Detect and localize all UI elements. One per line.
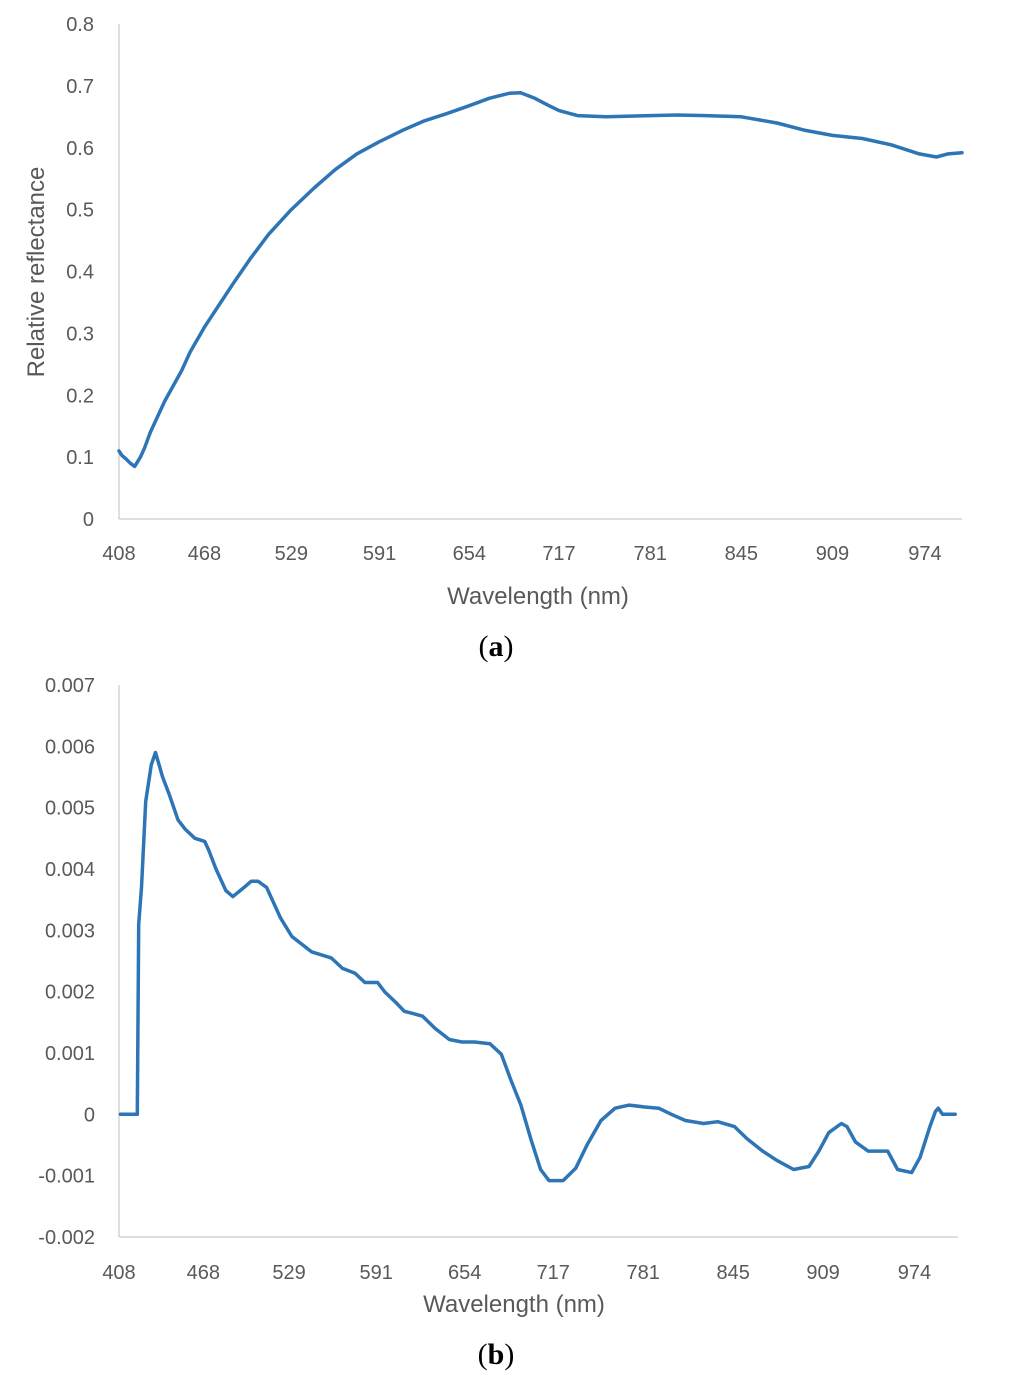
chart-b-xtick-label: 781 bbox=[627, 1262, 660, 1284]
chart-b-panel-label-close: ) bbox=[504, 1338, 514, 1371]
chart-a-ytick-label: 0.6 bbox=[66, 138, 94, 160]
chart-a-ytick-label: 0.1 bbox=[66, 447, 94, 469]
chart-panel-a: 0 0.1 0.2 0.3 0.4 0.5 0.6 0.7 0.8 408 468 529 591 65… bbox=[23, 14, 964, 663]
chart-a-ytick-label: 0.8 bbox=[66, 14, 94, 36]
chart-a-xtick-label: 781 bbox=[633, 543, 666, 565]
chart-a-xtick-label: 974 bbox=[908, 543, 941, 565]
chart-a-series-line bbox=[117, 90, 964, 469]
chart-b-panel-label-letter: b bbox=[488, 1338, 505, 1371]
chart-a-xtick-label: 845 bbox=[725, 543, 758, 565]
chart-a-panel-label: (a) bbox=[479, 630, 514, 663]
chart-b-xtick-label: 974 bbox=[898, 1262, 931, 1284]
chart-a-ytick-label: 0.4 bbox=[66, 262, 94, 284]
chart-b-xtick-label: 909 bbox=[806, 1262, 839, 1284]
chart-b-xtick-label: 591 bbox=[359, 1262, 392, 1284]
chart-a-ytick-label: 0 bbox=[83, 509, 94, 531]
chart-a-ylabel: Relative reflectance bbox=[23, 167, 50, 378]
chart-panel-b: -0.002 -0.001 0 0.001 0.002 0.003 0.004 0.005 0.… bbox=[38, 675, 958, 1371]
chart-a-y-ticks: 0 0.1 0.2 0.3 0.4 0.5 0.6 0.7 0.8 bbox=[66, 14, 94, 531]
chart-a-xtick-label: 408 bbox=[102, 543, 135, 565]
chart-b-y-ticks: -0.002 -0.001 0 0.001 0.002 0.003 0.004 0.005 0.… bbox=[38, 675, 95, 1249]
chart-a-x-ticks: 408 468 529 591 654 717 781 845 909 974 bbox=[102, 543, 941, 565]
chart-b-panel-label-open: ( bbox=[478, 1338, 488, 1371]
chart-a-ytick-label: 0.3 bbox=[66, 323, 94, 345]
chart-b-xtick-label: 845 bbox=[716, 1262, 749, 1284]
chart-a-xtick-label: 909 bbox=[816, 543, 849, 565]
chart-b-ytick-label: 0.003 bbox=[45, 920, 95, 942]
chart-b-ytick-label: 0.002 bbox=[45, 982, 95, 1004]
chart-b-xtick-label: 717 bbox=[537, 1262, 570, 1284]
chart-a-ytick-label: 0.5 bbox=[66, 200, 94, 222]
chart-b-ytick-label: 0.007 bbox=[45, 675, 95, 697]
chart-b-series-line bbox=[118, 750, 957, 1183]
chart-b-xlabel: Wavelength (nm) bbox=[423, 1291, 605, 1318]
chart-b-ytick-label: 0.001 bbox=[45, 1043, 95, 1065]
chart-b-x-ticks: 408 468 529 591 654 717 781 845 909 974 bbox=[102, 1262, 931, 1284]
chart-b-ytick-label: -0.002 bbox=[38, 1227, 95, 1249]
chart-a-panel-label-open: ( bbox=[479, 630, 489, 663]
chart-b-ytick-label: 0.005 bbox=[45, 798, 95, 820]
chart-a-xtick-label: 591 bbox=[363, 543, 396, 565]
chart-b-xtick-label: 529 bbox=[272, 1262, 305, 1284]
chart-a-panel-label-letter: a bbox=[489, 630, 504, 663]
chart-b-ytick-label: 0.004 bbox=[45, 859, 95, 881]
chart-b-xtick-label: 408 bbox=[102, 1262, 135, 1284]
chart-b-ytick-label: -0.001 bbox=[38, 1166, 95, 1188]
chart-b-panel-label: (b) bbox=[478, 1338, 515, 1371]
chart-a-ytick-label: 0.2 bbox=[66, 385, 94, 407]
chart-b-ytick-label: 0 bbox=[84, 1104, 95, 1126]
chart-a-xtick-label: 529 bbox=[275, 543, 308, 565]
chart-b-xtick-label: 654 bbox=[448, 1262, 481, 1284]
chart-b-ytick-label: 0.006 bbox=[45, 736, 95, 758]
chart-a-xlabel: Wavelength (nm) bbox=[447, 583, 629, 610]
chart-b-xtick-label: 468 bbox=[187, 1262, 220, 1284]
chart-a-ytick-label: 0.7 bbox=[66, 76, 94, 98]
chart-a-panel-label-close: ) bbox=[504, 630, 514, 663]
chart-a-xtick-label: 468 bbox=[188, 543, 221, 565]
chart-a-xtick-label: 654 bbox=[453, 543, 486, 565]
chart-a-xtick-label: 717 bbox=[542, 543, 575, 565]
